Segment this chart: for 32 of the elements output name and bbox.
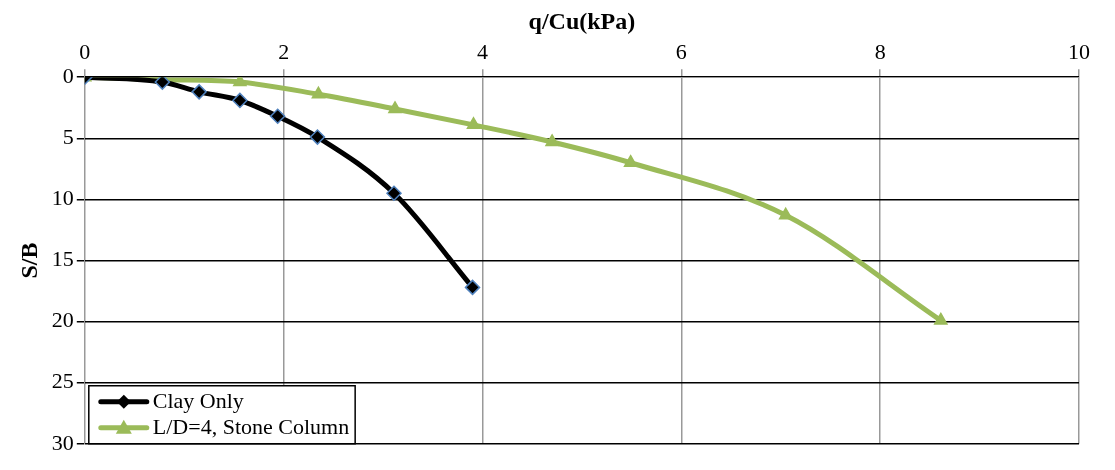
y-tick-label: 5 [62, 124, 74, 150]
point [309, 129, 326, 145]
point [388, 101, 402, 114]
x-tick-label: 6 [675, 38, 687, 64]
point [466, 117, 481, 130]
y-tick-label: 30 [51, 429, 74, 455]
y-tick-label: 25 [51, 368, 74, 394]
point [233, 77, 247, 87]
point [464, 279, 481, 296]
y-axis-title: S/B [15, 242, 42, 279]
point [545, 134, 559, 147]
y-tick-label: 15 [51, 246, 74, 272]
point [778, 207, 793, 220]
x-tick-label: 0 [79, 38, 91, 64]
y-tick-label: 10 [51, 185, 74, 211]
point [933, 312, 948, 325]
point [154, 77, 171, 90]
y-tick-label: 20 [51, 307, 74, 333]
x-tick-label: 10 [1068, 38, 1090, 64]
x-tick-label: 4 [476, 38, 488, 64]
point [191, 84, 207, 100]
x-axis-title: q/Cu(kPa) [528, 7, 636, 34]
point [311, 86, 326, 99]
y-tick-label: 0 [62, 62, 74, 88]
point [269, 108, 286, 125]
x-tick-label: 8 [874, 38, 886, 64]
point [386, 185, 402, 202]
legend-label: Clay Only [152, 387, 244, 413]
point [232, 92, 248, 109]
x-tick-label: 2 [278, 38, 290, 64]
point [623, 154, 638, 167]
legend-label: L/D=4, Stone Column [152, 413, 350, 439]
